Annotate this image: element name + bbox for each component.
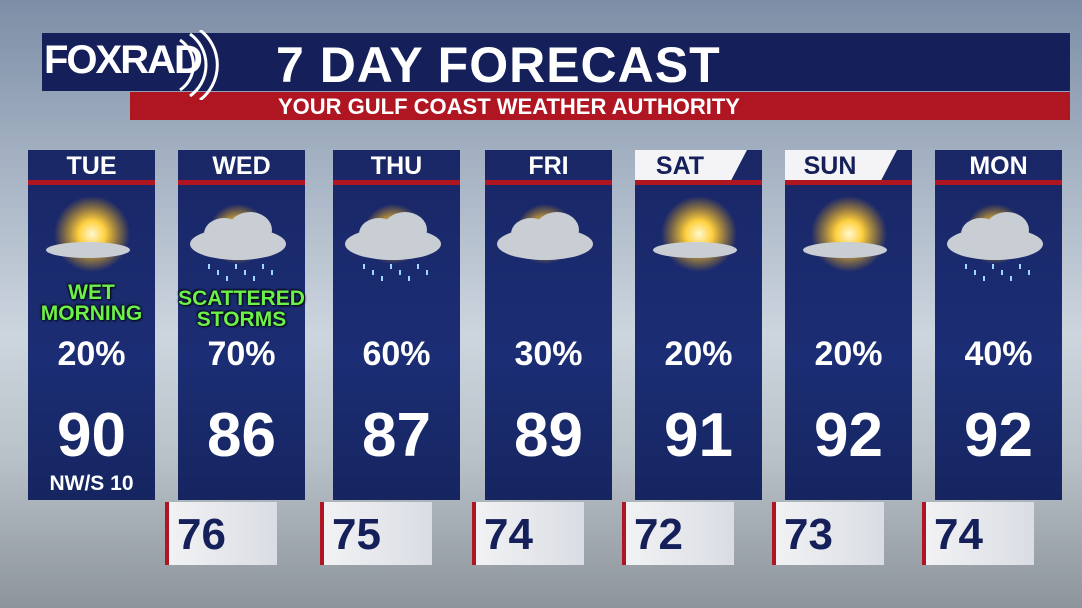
- low-temp: 73: [784, 510, 833, 559]
- weather-icon: [947, 204, 1043, 281]
- divider: [935, 180, 1062, 185]
- day-name: THU: [370, 152, 423, 180]
- divider: [178, 180, 305, 185]
- divider: [28, 180, 155, 185]
- note-text: STORMS: [196, 308, 287, 331]
- day-card: FRI 30% 89: [485, 150, 612, 500]
- precip-chance: 20%: [664, 335, 733, 373]
- high-temp: 91: [664, 401, 733, 470]
- day-card: SUN 20% 92: [785, 150, 912, 500]
- low-temp: 75: [332, 510, 381, 559]
- low-temp-box: 74: [472, 502, 584, 565]
- low-temp-box: 73: [772, 502, 884, 565]
- weather-icon: [653, 196, 737, 272]
- high-temp: 86: [207, 401, 276, 470]
- precip-chance: 70%: [207, 335, 276, 373]
- icon-box: [935, 192, 1062, 297]
- high-temp: 90: [57, 401, 126, 470]
- precip-chance: 30%: [514, 335, 583, 373]
- title: 7 DAY FORECAST: [276, 37, 721, 93]
- note-text: SCATTERED: [178, 287, 305, 310]
- day-name: MON: [969, 152, 1028, 180]
- wind: NW/S 10: [49, 472, 134, 495]
- icon-box: [28, 192, 155, 297]
- weather-icon: [190, 204, 286, 281]
- icon-box: [178, 192, 305, 297]
- low-temp-box: 76: [165, 502, 277, 565]
- divider: [333, 180, 460, 185]
- note-text: MORNING: [40, 302, 143, 325]
- weather-icon: [345, 204, 441, 281]
- day-header: [785, 150, 897, 180]
- precip-chance: 20%: [57, 335, 126, 373]
- low-temp: 74: [934, 510, 983, 559]
- low-temp-box: 72: [622, 502, 734, 565]
- high-temp: 89: [514, 401, 583, 470]
- day-header: [635, 150, 747, 180]
- day-card: TUE WET MORNING 20% 90 NW/S 10: [28, 150, 155, 500]
- icon-box: [333, 192, 460, 297]
- icon-box: [485, 192, 612, 297]
- divider: [785, 180, 912, 185]
- high-temp: 92: [964, 401, 1033, 470]
- subtitle-bar: [130, 92, 1070, 120]
- weather-icon: [46, 196, 130, 272]
- divider: [635, 180, 762, 185]
- day-card: THU 60% 87: [333, 150, 460, 500]
- day-name: TUE: [66, 152, 117, 180]
- precip-chance: 60%: [362, 335, 431, 373]
- day-name: SUN: [803, 152, 857, 180]
- icon-box: [785, 192, 912, 297]
- low-temp: 76: [177, 510, 226, 559]
- day-card: WED SCATTERED STORMS 70% 86: [178, 150, 305, 500]
- note-text: WET: [68, 281, 115, 304]
- high-temp: 92: [814, 401, 883, 470]
- low-temp-box: 74: [922, 502, 1034, 565]
- day-card: SAT 20% 91: [635, 150, 762, 500]
- weather-icon: [497, 204, 593, 264]
- precip-chance: 40%: [964, 335, 1033, 373]
- subtitle: YOUR GULF COAST WEATHER AUTHORITY: [278, 94, 740, 119]
- day-name: FRI: [528, 152, 569, 180]
- precip-chance: 20%: [814, 335, 883, 373]
- low-temp: 74: [484, 510, 533, 559]
- low-temp: 72: [634, 510, 683, 559]
- high-temp: 87: [362, 401, 431, 470]
- day-name: SAT: [655, 152, 705, 180]
- low-temp-box: 75: [320, 502, 432, 565]
- day-name: WED: [212, 152, 271, 180]
- divider: [485, 180, 612, 185]
- logo-rings: [179, 30, 219, 100]
- day-card: MON 40% 92: [935, 150, 1062, 500]
- logo: FOXRAD: [44, 38, 203, 82]
- weather-icon: [803, 196, 887, 272]
- icon-box: [635, 192, 762, 297]
